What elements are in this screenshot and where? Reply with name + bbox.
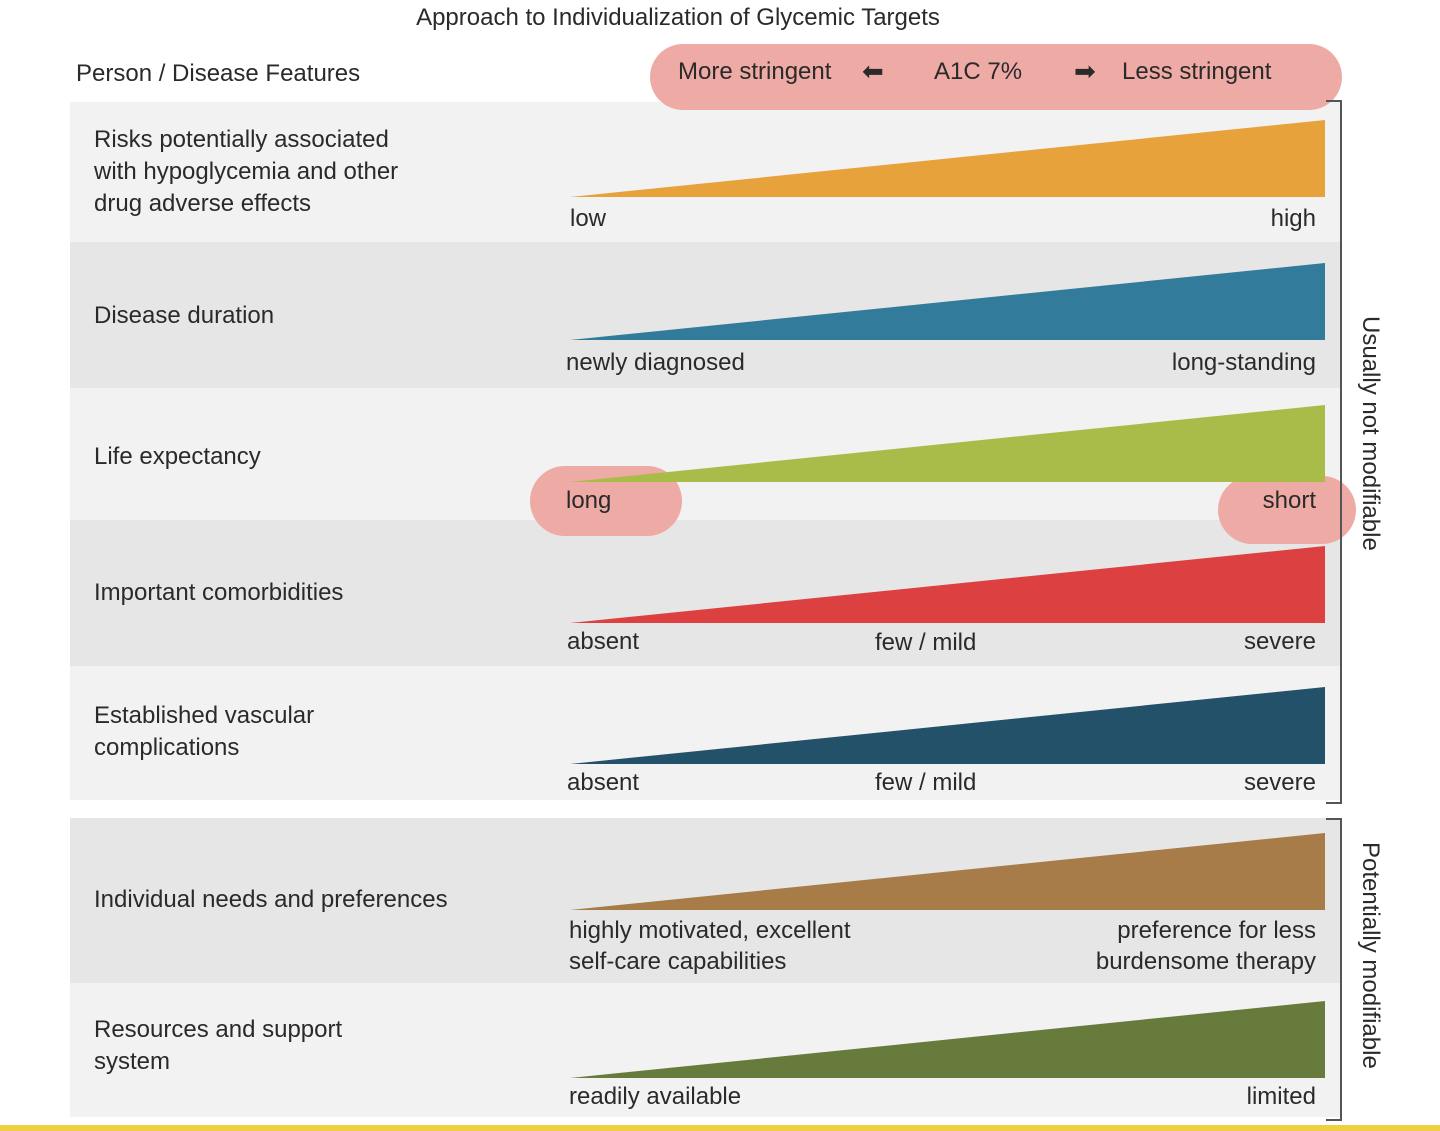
- row-label-comorbidities: Important comorbidities: [94, 579, 344, 606]
- tick-left: low: [570, 205, 607, 232]
- wedge-5: [570, 833, 1325, 910]
- a1c-label: A1C 7%: [934, 58, 1023, 85]
- wedge-3: [570, 546, 1325, 623]
- tick-left: absent: [567, 769, 640, 796]
- left-arrow-icon: ⬅: [862, 56, 884, 86]
- wedge-1: [570, 263, 1325, 340]
- wedge-6: [570, 1001, 1325, 1078]
- tick-right: long-standing: [1171, 349, 1316, 376]
- tick-left: newly diagnosed: [566, 349, 745, 376]
- row-label-preferences: Individual needs and preferences: [94, 886, 448, 913]
- bracket-not-modifiable: [1326, 100, 1342, 804]
- wedge-0: [570, 120, 1325, 197]
- short-highlight: [1218, 476, 1356, 544]
- bracket-modifiable: [1326, 818, 1342, 1121]
- row-label-hypoglycemia: Risks potentially associated with hypogl…: [94, 126, 399, 217]
- row-label-life-expectancy: Life expectancy: [94, 443, 261, 470]
- tick-left: absent: [567, 628, 640, 655]
- group-label-modifiable: Potentially modifiable: [1357, 842, 1384, 1069]
- right-arrow-icon: ➡: [1074, 56, 1096, 86]
- stringency-highlight: [650, 44, 1342, 110]
- tick-right: high: [1270, 205, 1316, 232]
- tick-left: readily available: [569, 1083, 742, 1110]
- tick-mid: few / mild: [875, 769, 977, 796]
- tick-right: preference for less burdensome therapy: [1095, 917, 1316, 975]
- more-stringent-label: More stringent: [678, 58, 832, 85]
- tick-right: severe: [1243, 769, 1316, 796]
- tick-mid: few / mild: [875, 629, 977, 656]
- tick-left: long: [566, 487, 612, 514]
- tick-right: limited: [1246, 1083, 1316, 1110]
- less-stringent-label: Less stringent: [1122, 58, 1272, 85]
- row-label-duration: Disease duration: [94, 302, 275, 329]
- tick-right: short: [1262, 487, 1316, 514]
- wedge-4: [570, 687, 1325, 764]
- wedge-2: [570, 405, 1325, 482]
- tick-left: highly motivated, excellent self-care ca…: [569, 917, 851, 975]
- bottom-rule: [0, 1125, 1440, 1131]
- diagram-title: Approach to Individualization of Glycemi…: [416, 4, 940, 31]
- features-heading: Person / Disease Features: [76, 60, 361, 87]
- group-label-not-modifiable: Usually not modifiable: [1357, 316, 1384, 551]
- tick-right: severe: [1243, 628, 1316, 655]
- row-label-vascular: Established vascular complications: [94, 702, 315, 761]
- row-label-resources: Resources and support system: [94, 1016, 343, 1075]
